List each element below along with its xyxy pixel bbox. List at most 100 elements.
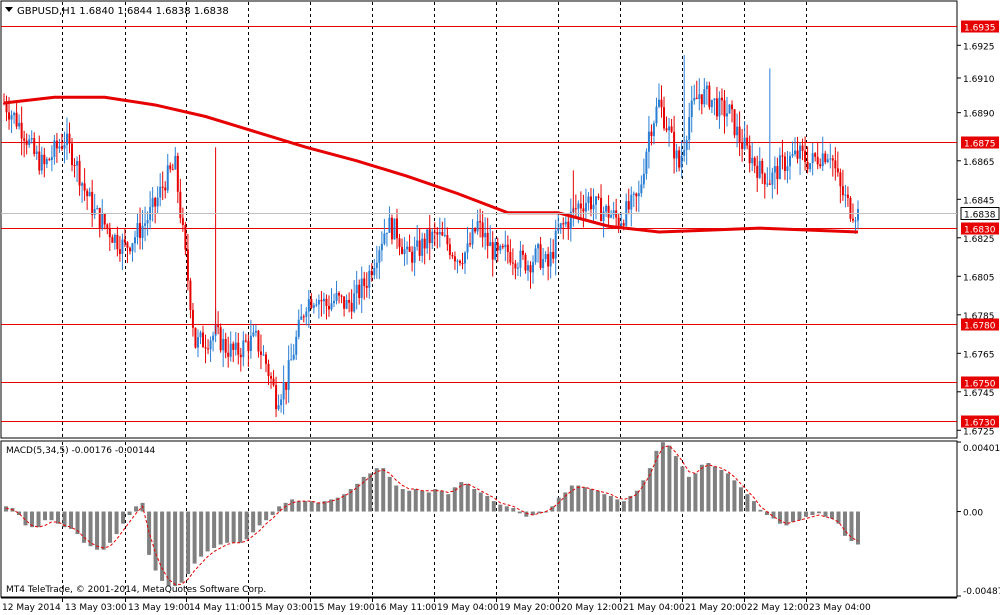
- candle-body-320: [809, 163, 812, 170]
- candle-body-15: [40, 154, 43, 171]
- candle-body-195: [494, 242, 497, 260]
- macd-bar-90: [589, 488, 594, 512]
- copyright-text: MT4 TeleTrade, © 2001-2014, MetaQuotes S…: [6, 585, 266, 595]
- candle-body-31: [81, 183, 84, 186]
- candle-body-299: [756, 165, 759, 178]
- price-tick-label-5: 1.6825: [963, 235, 995, 245]
- candle-body-261: [660, 99, 663, 108]
- candle-body-276: [698, 94, 701, 99]
- candle-body-76: [194, 327, 197, 348]
- candle-body-297: [751, 157, 754, 164]
- candle-body-166: [421, 238, 424, 256]
- macd-bar-63: [413, 488, 418, 512]
- price-panel[interactable]: GBPUSD,H1 1.6840 1.6844 1.6838 1.6838: [0, 0, 958, 439]
- candle-body-253: [640, 184, 643, 194]
- candle-body-81: [207, 348, 210, 350]
- candle-body-274: [693, 97, 696, 101]
- candle-body-242: [612, 210, 615, 215]
- macd-bar-108: [706, 462, 711, 512]
- candle-body-238: [602, 211, 605, 222]
- macd-bar-4: [30, 511, 35, 528]
- candle-body-145: [368, 270, 371, 288]
- candle-body-263: [665, 128, 668, 131]
- candle-body-116: [295, 336, 298, 355]
- candle-body-231: [584, 202, 587, 212]
- candle-body-136: [345, 299, 348, 309]
- candle-body-121: [307, 299, 310, 312]
- macd-bar-34: [225, 511, 230, 543]
- candle-body-214: [542, 259, 545, 268]
- candle-body-288: [728, 104, 731, 114]
- candle-body-232: [587, 196, 590, 203]
- macd-bar-22: [147, 511, 152, 555]
- candle-body-36: [93, 209, 96, 215]
- macd-bar-10: [69, 511, 74, 529]
- time-label-8: 19 May 20:00: [499, 603, 561, 613]
- candle-body-293: [741, 143, 744, 149]
- candle-body-337: [851, 218, 854, 221]
- macd-bar-57: [374, 468, 379, 512]
- macd-bar-114: [745, 494, 750, 512]
- candle-body-9: [25, 140, 28, 145]
- macd-bar-109: [712, 466, 717, 512]
- candle-body-111: [282, 382, 285, 400]
- time-label-1: 13 May 03:00: [65, 603, 127, 613]
- candle-body-105: [267, 363, 270, 376]
- macd-bar-26: [173, 511, 178, 587]
- macd-bar-19: [127, 511, 132, 516]
- time-label-2: 13 May 19:00: [128, 603, 190, 613]
- time-label-10: 21 May 04:00: [623, 603, 685, 613]
- macd-bar-12: [82, 511, 87, 543]
- candle-body-307: [776, 166, 779, 180]
- macd-bar-98: [641, 480, 646, 512]
- time-axis[interactable]: 12 May 2014 13 May 03:00 13 May 19:00 14 Ma…: [0, 597, 957, 613]
- candle-body-118: [300, 316, 303, 320]
- macd-bar-77: [504, 506, 509, 512]
- candle-body-109: [277, 405, 280, 410]
- macd-bar-75: [491, 501, 496, 512]
- macd-bar-15: [101, 511, 106, 550]
- macd-bar-2: [17, 511, 22, 516]
- macd-bar-86: [563, 492, 568, 512]
- candle-body-133: [338, 292, 341, 296]
- candle-body-74: [189, 280, 192, 310]
- price-scale[interactable]: 1.69251.69101.68901.68651.68451.68251.68…: [957, 42, 995, 437]
- macd-bar-123: [803, 511, 808, 517]
- price-tick-label-4: 1.6845: [963, 196, 995, 206]
- time-label-7: 19 May 04:00: [437, 603, 499, 613]
- candle-body-230: [582, 208, 585, 212]
- candle-body-180: [456, 260, 459, 262]
- level-tag-1: [961, 136, 999, 149]
- macd-bar-8: [56, 511, 61, 524]
- candle-body-190: [481, 222, 484, 238]
- macd-panel-frame: [0, 440, 958, 598]
- candle-body-300: [758, 161, 761, 178]
- candle-body-151: [383, 233, 386, 244]
- candle-body-90: [229, 343, 232, 357]
- macd-histogram: [4, 442, 860, 587]
- macd-bar-102: [667, 445, 672, 512]
- candle-body-47: [121, 239, 124, 254]
- candle-body-187: [474, 228, 477, 232]
- macd-bar-50: [329, 499, 334, 512]
- macd-bar-117: [764, 511, 769, 516]
- candle-body-275: [695, 97, 698, 99]
- macd-bar-94: [615, 499, 620, 512]
- candle-body-323: [816, 156, 819, 165]
- macd-bar-17: [114, 511, 119, 535]
- candle-body-2: [8, 112, 11, 120]
- moving-average-line: [3, 95, 859, 234]
- candle-body-24: [63, 144, 66, 149]
- candle-body-170: [431, 231, 434, 244]
- macd-bar-81: [530, 511, 535, 516]
- macd-scale[interactable]: 0.00401 0.00 -0.00487: [957, 441, 1000, 597]
- candle-body-315: [796, 150, 799, 159]
- price-panel-frame: [0, 0, 958, 439]
- macd-panel[interactable]: MACD(5,34,5) -0.00176 -0.00144 MT4 TeleT…: [0, 440, 958, 598]
- macd-bar-78: [511, 508, 516, 512]
- candle-body-41: [106, 224, 109, 228]
- macd-bar-99: [647, 468, 652, 512]
- candle-body-102: [259, 351, 262, 355]
- macd-bar-59: [387, 476, 392, 512]
